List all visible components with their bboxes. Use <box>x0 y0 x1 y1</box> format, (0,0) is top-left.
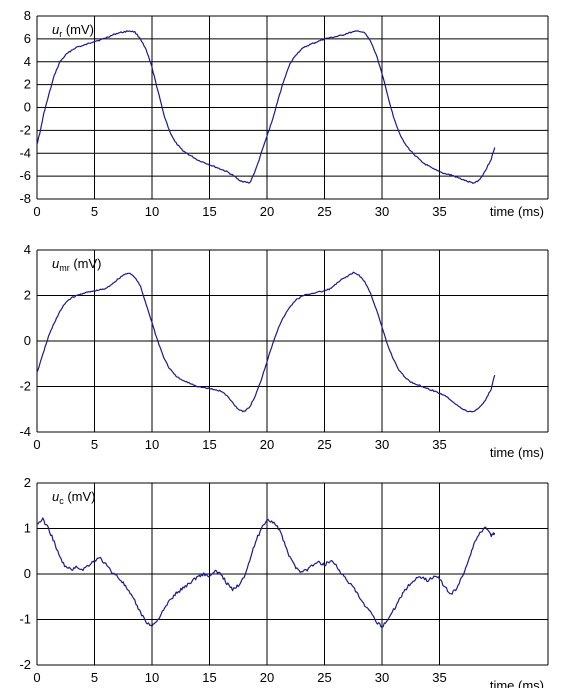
x-tick-label: 25 <box>317 204 331 219</box>
x-tick-label: 15 <box>202 670 216 685</box>
x-tick-label: 35 <box>432 437 446 452</box>
y-axis-label-subscript: mr <box>59 263 70 273</box>
chart-panel-2: -4 -2 0 2 4 0 5 10 15 20 25 30 35 time (ms) umr (mV) <box>19 242 549 460</box>
x-tick-label: 30 <box>375 204 389 219</box>
y-axis-label-unit: (mV) <box>64 489 96 504</box>
y-tick-label: 2 <box>24 77 31 92</box>
x-axis-label: time (ms) <box>490 204 544 219</box>
x-tick-label: 10 <box>145 204 159 219</box>
y-tick-label: -1 <box>19 612 31 627</box>
x-tick-label: 5 <box>91 437 98 452</box>
x-tick-label: 15 <box>202 437 216 452</box>
y-tick-label: 8 <box>24 8 31 23</box>
x-tick-label: 0 <box>33 204 40 219</box>
x-tick-label: 0 <box>33 670 40 685</box>
x-tick-label: 15 <box>202 204 216 219</box>
x-tick-label: 5 <box>91 670 98 685</box>
y-axis-label: uc (mV) <box>52 489 96 506</box>
y-tick-label: -2 <box>19 657 31 672</box>
x-tick-label: 20 <box>260 204 274 219</box>
x-axis-label: time (ms) <box>490 678 544 688</box>
y-tick-label: 2 <box>24 288 31 303</box>
y-tick-label: 1 <box>24 521 31 536</box>
y-tick-label: -4 <box>19 145 31 160</box>
y-tick-label: 2 <box>24 475 31 490</box>
series-line <box>36 271 496 413</box>
x-axis-label: time (ms) <box>490 445 544 460</box>
y-tick-label: -4 <box>19 424 31 439</box>
y-axis-label-subscript: r <box>59 29 62 39</box>
y-tick-label: 4 <box>24 242 31 257</box>
x-tick-label: 30 <box>375 670 389 685</box>
y-axis-label-symbol: u <box>52 256 59 271</box>
y-tick-label: -2 <box>19 379 31 394</box>
y-axis-label-symbol: u <box>52 22 59 37</box>
x-tick-label: 25 <box>317 437 331 452</box>
y-axis-label: umr (mV) <box>52 256 102 273</box>
chart-panel-1: -8 -6 -4 -2 0 2 4 6 8 0 5 10 15 20 25 30 35 time (ms) ur (… <box>19 8 549 219</box>
x-tick-label: 35 <box>432 670 446 685</box>
y-tick-label: -8 <box>19 191 31 206</box>
x-tick-label: 10 <box>145 437 159 452</box>
x-tick-label: 5 <box>91 204 98 219</box>
y-tick-label: 0 <box>24 566 31 581</box>
x-tick-label: 0 <box>33 437 40 452</box>
y-axis-label-symbol: u <box>52 489 59 504</box>
y-tick-label: -2 <box>19 122 31 137</box>
x-tick-label: 25 <box>317 670 331 685</box>
y-axis-label-unit: (mV) <box>70 256 102 271</box>
y-axis-label-unit: (mV) <box>62 22 94 37</box>
y-tick-label: 6 <box>24 31 31 46</box>
y-tick-label: 0 <box>24 333 31 348</box>
x-tick-label: 20 <box>260 437 274 452</box>
x-tick-label: 30 <box>375 437 389 452</box>
y-axis-label: ur (mV) <box>52 22 94 39</box>
x-tick-label: 35 <box>432 204 446 219</box>
y-axis-label-subscript: c <box>59 496 64 506</box>
series-line <box>36 30 496 184</box>
y-tick-label: 0 <box>24 100 31 115</box>
x-tick-label: 10 <box>145 670 159 685</box>
x-tick-label: 20 <box>260 670 274 685</box>
y-tick-label: 4 <box>24 54 31 69</box>
series-line <box>36 517 496 629</box>
y-tick-label: -6 <box>19 168 31 183</box>
